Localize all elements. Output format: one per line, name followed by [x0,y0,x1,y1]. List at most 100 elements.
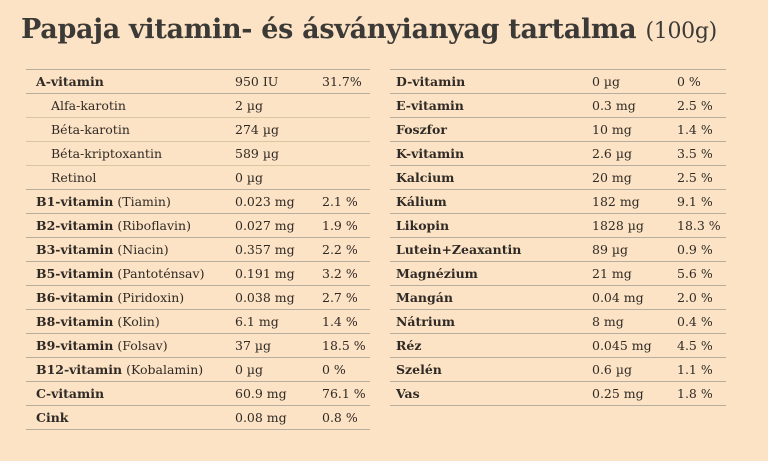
table-row: Mangán 0.04 mg 2.0 % [390,286,726,310]
nutrient-amount: 8 mg [592,314,624,329]
nutrient-name-cell: Kálium [396,190,447,213]
nutrient-daily-percent: 5.6 % [677,266,713,281]
nutrient-daily-percent: 18.3 % [677,218,721,233]
nutrient-name-cell: B12-vitamin (Kobalamin) [36,358,203,381]
nutrient-alias: (Piridoxin) [117,290,185,305]
table-row: Foszfor 10 mg 1.4 % [390,118,726,142]
table-row: B2-vitamin (Riboflavin) 0.027 mg 1.9 % [26,214,370,238]
nutrient-amount: 182 mg [592,194,640,209]
nutrient-name: Nátrium [396,314,455,329]
nutrient-amount: 21 mg [592,266,632,281]
table-row: B12-vitamin (Kobalamin) 0 µg 0 % [26,358,370,382]
nutrient-name-cell: Lutein+Zeaxantin [396,238,521,261]
nutrient-amount: 274 µg [235,122,279,137]
nutrient-daily-percent: 1.4 % [322,314,358,329]
nutrient-amount: 0.3 mg [592,98,636,113]
nutrient-daily-percent: 1.4 % [677,122,713,137]
nutrient-alias: (Pantoténsav) [117,266,205,281]
nutrient-daily-percent: 0 % [677,74,701,89]
nutrient-name: Alfa-karotin [51,98,126,113]
nutrient-daily-percent: 0 % [322,362,346,377]
nutrient-name: B5-vitamin [36,266,114,281]
table-row: B1-vitamin (Tiamin) 0.023 mg 2.1 % [26,190,370,214]
nutrient-daily-percent: 2.1 % [322,194,358,209]
nutrient-amount: 6.1 mg [235,314,279,329]
nutrient-name-cell: Nátrium [396,310,455,333]
nutrient-amount: 20 mg [592,170,632,185]
nutrient-amount: 0.045 mg [592,338,652,353]
nutrient-name: B8-vitamin [36,314,114,329]
nutrient-name-cell: K-vitamin [396,142,464,165]
nutrient-name: Kálium [396,194,447,209]
nutrient-name: Réz [396,338,422,353]
nutrient-alias: (Riboflavin) [117,218,191,233]
table-row: Magnézium 21 mg 5.6 % [390,262,726,286]
nutrient-name-cell: Alfa-karotin [51,94,126,117]
nutrient-amount: 950 IU [235,74,279,89]
table-row: C-vitamin 60.9 mg 76.1 % [26,382,370,406]
nutrient-name-cell: B9-vitamin (Folsav) [36,334,168,357]
title-main: Papaja vitamin- és ásványianyag tartalma [21,14,637,45]
table-row: E-vitamin 0.3 mg 2.5 % [390,94,726,118]
nutrient-name-cell: Vas [396,382,420,405]
nutrient-daily-percent: 1.1 % [677,362,713,377]
nutrient-name-cell: Kalcium [396,166,454,189]
table-row: A-vitamin 950 IU 31.7% [26,70,370,94]
nutrient-daily-percent: 18.5 % [322,338,366,353]
table-row: B6-vitamin (Piridoxin) 0.038 mg 2.7 % [26,286,370,310]
nutrient-name-cell: Béta-kriptoxantin [51,142,162,165]
nutrient-name: Mangán [396,290,453,305]
nutrient-name: Magnézium [396,266,478,281]
nutrient-name-cell: Foszfor [396,118,447,141]
table-row: B5-vitamin (Pantoténsav) 0.191 mg 3.2 % [26,262,370,286]
nutrient-daily-percent: 9.1 % [677,194,713,209]
nutrient-name-cell: B6-vitamin (Piridoxin) [36,286,184,309]
table-row: Likopin 1828 µg 18.3 % [390,214,726,238]
nutrient-name: B9-vitamin [36,338,114,353]
table-row: Szelén 0.6 µg 1.1 % [390,358,726,382]
nutrient-daily-percent: 31.7% [322,74,362,89]
table-row: D-vitamin 0 µg 0 % [390,70,726,94]
nutrient-alias: (Tiamin) [117,194,171,209]
nutrient-amount: 1828 µg [592,218,644,233]
nutrient-name: B1-vitamin [36,194,114,209]
nutrient-name: Cink [36,410,69,425]
table-row: Cink 0.08 mg 0.8 % [26,406,370,430]
nutrient-amount: 0.357 mg [235,242,295,257]
nutrient-amount: 0.023 mg [235,194,295,209]
nutrient-name-cell: B1-vitamin (Tiamin) [36,190,171,213]
nutrient-name-cell: Retinol [51,166,96,189]
table-row: Retinol 0 µg [26,166,370,190]
table-row: K-vitamin 2.6 µg 3.5 % [390,142,726,166]
nutrient-daily-percent: 1.8 % [677,386,713,401]
nutrient-name-cell: B5-vitamin (Pantoténsav) [36,262,204,285]
nutrient-alias: (Kolin) [117,314,160,329]
nutrient-amount: 0.25 mg [592,386,644,401]
nutrient-amount: 0.191 mg [235,266,295,281]
table-row: B8-vitamin (Kolin) 6.1 mg 1.4 % [26,310,370,334]
nutrient-daily-percent: 4.5 % [677,338,713,353]
nutrient-amount: 0 µg [592,74,621,89]
nutrient-amount: 37 µg [235,338,272,353]
nutrient-alias: (Folsav) [117,338,168,353]
nutrient-amount: 60.9 mg [235,386,287,401]
nutrient-name: Béta-kriptoxantin [51,146,163,161]
nutrient-name-cell: B3-vitamin (Niacin) [36,238,169,261]
nutrient-name-cell: Réz [396,334,421,357]
nutrient-name: C-vitamin [36,386,105,401]
table-row: B9-vitamin (Folsav) 37 µg 18.5 % [26,334,370,358]
nutrient-daily-percent: 0.8 % [322,410,358,425]
nutrient-name-cell: B8-vitamin (Kolin) [36,310,160,333]
nutrient-daily-percent: 3.5 % [677,146,713,161]
table-row: Kalcium 20 mg 2.5 % [390,166,726,190]
table-row: Alfa-karotin 2 µg [26,94,370,118]
nutrient-name-cell: Mangán [396,286,453,309]
nutrient-name-cell: E-vitamin [396,94,464,117]
nutrient-name-cell: Likopin [396,214,449,237]
nutrient-amount: 2 µg [235,98,264,113]
nutrient-daily-percent: 76.1 % [322,386,366,401]
nutrient-table-right: D-vitamin 0 µg 0 % E-vitamin 0.3 mg 2.5 % Fosz… [390,69,726,406]
nutrient-daily-percent: 0.9 % [677,242,713,257]
table-row: B3-vitamin (Niacin) 0.357 mg 2.2 % [26,238,370,262]
nutrient-name: Retinol [51,170,97,185]
